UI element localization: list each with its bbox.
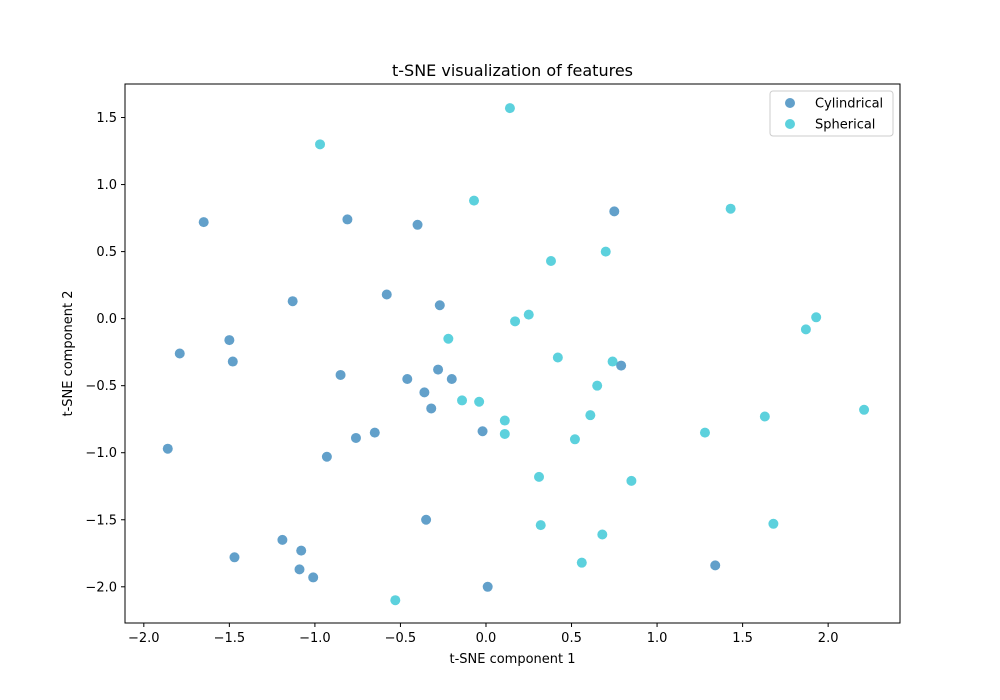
point-cylindrical-18 <box>369 427 380 438</box>
point-cylindrical-0 <box>198 217 209 228</box>
point-spherical-7 <box>523 309 534 320</box>
point-cylindrical-3 <box>609 206 620 217</box>
point-cylindrical-13 <box>446 373 457 384</box>
point-cylindrical-25 <box>229 552 240 563</box>
point-spherical-0 <box>504 103 515 114</box>
point-spherical-24 <box>626 475 637 486</box>
point-spherical-21 <box>569 434 580 445</box>
point-spherical-1 <box>315 139 326 150</box>
legend-box <box>769 90 894 137</box>
plot-area: −2.0 −1.5 −1.0 −0.5 0.0 0.5 1.0 1.5 2.0 −2.0 −1.5… <box>85 83 901 646</box>
point-spherical-19 <box>499 415 510 426</box>
y-tick-label: −1.0 <box>85 446 117 461</box>
point-cylindrical-11 <box>402 373 413 384</box>
point-spherical-10 <box>443 333 454 344</box>
x-tick-label: 1.5 <box>732 631 753 646</box>
point-spherical-12 <box>607 356 618 367</box>
point-cylindrical-22 <box>421 514 432 525</box>
point-cylindrical-28 <box>482 581 493 592</box>
point-spherical-20 <box>499 428 510 439</box>
point-spherical-2 <box>469 195 480 206</box>
point-cylindrical-9 <box>227 356 238 367</box>
point-spherical-15 <box>474 396 485 407</box>
point-spherical-11 <box>552 352 563 363</box>
point-cylindrical-27 <box>308 572 319 583</box>
point-cylindrical-1 <box>342 214 353 225</box>
point-spherical-16 <box>585 410 596 421</box>
y-tick-label: −1.5 <box>85 513 117 528</box>
y-tick-label: 1.5 <box>96 111 117 126</box>
point-spherical-5 <box>545 255 556 266</box>
x-tick-label: −0.5 <box>385 631 417 646</box>
point-spherical-3 <box>725 203 736 214</box>
y-axis-ticks: −2.0 −1.5 −1.0 −0.5 0.0 0.5 1.0 1.5 <box>85 111 125 595</box>
point-spherical-25 <box>535 520 546 531</box>
points-layer <box>162 103 870 606</box>
point-cylindrical-26 <box>294 564 305 575</box>
x-tick-label: 1.0 <box>647 631 668 646</box>
point-spherical-13 <box>592 380 603 391</box>
x-tick-label: −1.5 <box>214 631 246 646</box>
point-cylindrical-12 <box>433 364 444 375</box>
point-cylindrical-20 <box>162 443 173 454</box>
point-cylindrical-15 <box>426 403 437 414</box>
point-cylindrical-17 <box>350 432 361 443</box>
point-spherical-23 <box>534 471 545 482</box>
y-tick-label: −0.5 <box>85 379 117 394</box>
y-tick-label: 1.0 <box>96 178 117 193</box>
y-tick-label: 0.0 <box>96 312 117 327</box>
axes-frame <box>124 83 901 624</box>
point-cylindrical-21 <box>321 451 332 462</box>
x-tick-label: 0.0 <box>476 631 497 646</box>
y-tick-label: 0.5 <box>96 245 117 260</box>
point-cylindrical-19 <box>477 426 488 437</box>
point-spherical-8 <box>811 312 822 323</box>
x-tick-label: 2.0 <box>818 631 839 646</box>
point-cylindrical-6 <box>434 300 445 311</box>
legend: Cylindrical Spherical <box>769 90 894 137</box>
point-cylindrical-10 <box>335 369 346 380</box>
point-cylindrical-24 <box>296 545 307 556</box>
x-tick-label: −1.0 <box>299 631 331 646</box>
point-cylindrical-14 <box>419 387 430 398</box>
point-cylindrical-5 <box>381 289 392 300</box>
point-cylindrical-2 <box>412 219 423 230</box>
y-axis-label: t-SNE component 2 <box>61 290 76 416</box>
legend-marker-cylindrical <box>785 98 795 108</box>
point-spherical-22 <box>699 427 710 438</box>
y-tick-label: −2.0 <box>85 580 117 595</box>
point-cylindrical-4 <box>287 296 298 307</box>
legend-marker-spherical <box>785 119 795 129</box>
x-tick-label: 0.5 <box>561 631 582 646</box>
chart-title: t-SNE visualization of features <box>392 61 633 80</box>
legend-label-spherical: Spherical <box>815 118 875 133</box>
point-spherical-29 <box>390 595 401 606</box>
legend-label-cylindrical: Cylindrical <box>815 97 883 112</box>
point-spherical-14 <box>457 395 468 406</box>
point-spherical-9 <box>800 324 811 335</box>
point-cylindrical-16 <box>616 360 627 371</box>
x-axis-ticks: −2.0 −1.5 −1.0 −0.5 0.0 0.5 1.0 1.5 2.0 <box>128 623 838 646</box>
x-tick-label: −2.0 <box>128 631 160 646</box>
point-spherical-28 <box>576 557 587 568</box>
point-cylindrical-29 <box>710 560 721 571</box>
point-cylindrical-8 <box>174 348 185 359</box>
point-spherical-26 <box>597 529 608 540</box>
point-spherical-6 <box>510 316 521 327</box>
x-axis-label: t-SNE component 1 <box>449 652 575 667</box>
point-spherical-27 <box>768 518 779 529</box>
point-spherical-18 <box>859 404 870 415</box>
point-cylindrical-23 <box>277 534 288 545</box>
point-cylindrical-7 <box>224 335 235 346</box>
point-spherical-4 <box>600 246 611 257</box>
point-spherical-17 <box>759 411 770 422</box>
